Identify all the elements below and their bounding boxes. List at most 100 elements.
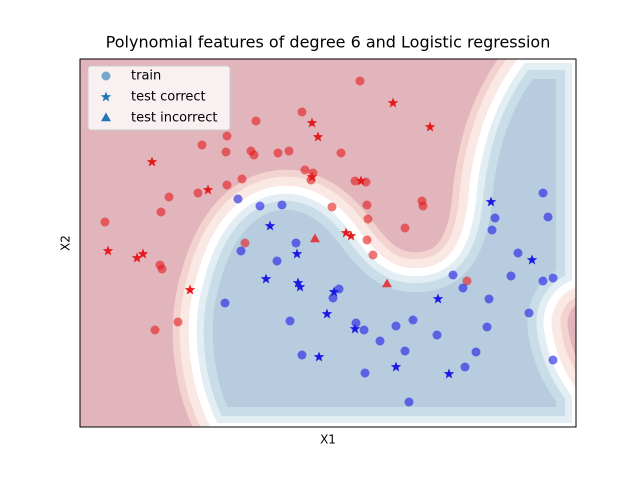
data-point <box>285 316 295 326</box>
data-point <box>197 140 207 150</box>
data-point <box>312 131 324 142</box>
data-point <box>284 146 294 156</box>
data-point <box>485 196 497 207</box>
y-axis-label: X2 <box>59 235 73 251</box>
data-point <box>327 202 337 212</box>
legend-label: test incorrect <box>131 111 217 126</box>
data-point <box>432 293 444 304</box>
data-point <box>202 184 214 195</box>
data-point <box>222 180 232 190</box>
data-point <box>310 233 320 243</box>
data-point <box>240 238 250 248</box>
data-point <box>131 252 143 263</box>
data-point <box>102 245 114 256</box>
data-point <box>460 362 470 372</box>
data-point <box>382 278 392 288</box>
data-point <box>313 351 325 362</box>
data-point <box>220 298 230 308</box>
data-point <box>360 368 370 378</box>
legend-entries: train test correct test incorrect <box>100 69 217 126</box>
data-point <box>264 220 276 231</box>
data-point <box>524 308 534 318</box>
legend-marker <box>101 112 111 122</box>
points <box>100 76 558 407</box>
legend-label: train <box>131 69 161 84</box>
data-point <box>291 248 303 259</box>
data-point <box>300 165 310 175</box>
data-point <box>359 325 369 335</box>
data-point <box>543 212 553 222</box>
data-point <box>306 171 318 182</box>
data-point <box>471 347 481 357</box>
data-point <box>251 116 261 126</box>
data-point <box>355 76 365 86</box>
data-point <box>297 350 307 360</box>
data-point <box>336 148 346 158</box>
data-point <box>306 117 318 128</box>
data-point <box>173 317 183 327</box>
data-point <box>448 270 458 280</box>
data-point <box>292 277 304 288</box>
data-point <box>164 192 174 202</box>
data-point <box>193 188 203 198</box>
data-point <box>277 200 287 210</box>
data-point <box>150 325 160 335</box>
data-point <box>233 194 243 204</box>
data-point <box>294 281 306 292</box>
plot-frame <box>79 58 577 428</box>
data-point <box>345 230 357 241</box>
data-point <box>297 107 307 117</box>
data-point <box>351 318 361 328</box>
data-point <box>355 175 367 186</box>
legend-marker <box>101 71 111 81</box>
data-point <box>538 188 548 198</box>
data-point <box>156 207 166 217</box>
data-point <box>387 97 399 108</box>
data-point <box>443 368 455 379</box>
data-point <box>458 283 468 293</box>
data-point <box>146 156 158 167</box>
data-point <box>100 217 110 227</box>
data-point <box>328 293 338 303</box>
data-point <box>184 284 196 295</box>
data-point <box>490 213 500 223</box>
data-point <box>236 246 246 256</box>
data-point <box>424 121 436 132</box>
data-point <box>548 273 558 283</box>
data-point <box>237 174 247 184</box>
data-point <box>221 147 231 157</box>
data-point <box>157 264 167 274</box>
legend <box>87 65 231 131</box>
data-point <box>513 248 523 258</box>
data-point <box>404 397 414 407</box>
data-point <box>255 201 265 211</box>
data-point <box>391 321 401 331</box>
data-point <box>222 131 232 141</box>
data-point <box>249 150 259 160</box>
x-axis-label: X1 <box>320 433 336 447</box>
data-point <box>273 148 283 158</box>
data-point <box>462 276 472 286</box>
data-point <box>375 336 385 346</box>
data-point <box>482 322 492 332</box>
data-point <box>363 214 373 224</box>
data-point <box>328 286 340 297</box>
data-point <box>418 201 428 211</box>
data-point <box>526 254 538 265</box>
data-point <box>432 330 442 340</box>
data-point <box>291 238 301 248</box>
data-point <box>362 200 372 210</box>
data-point <box>400 346 410 356</box>
data-point <box>400 223 410 233</box>
data-point <box>484 294 494 304</box>
data-point <box>538 276 548 286</box>
legend-label: test correct <box>131 90 206 105</box>
data-point <box>349 323 361 334</box>
legend-marker <box>100 91 112 102</box>
data-point <box>260 273 272 284</box>
data-point <box>408 315 418 325</box>
data-point <box>390 361 402 372</box>
data-point <box>340 227 352 238</box>
data-point <box>506 271 516 281</box>
